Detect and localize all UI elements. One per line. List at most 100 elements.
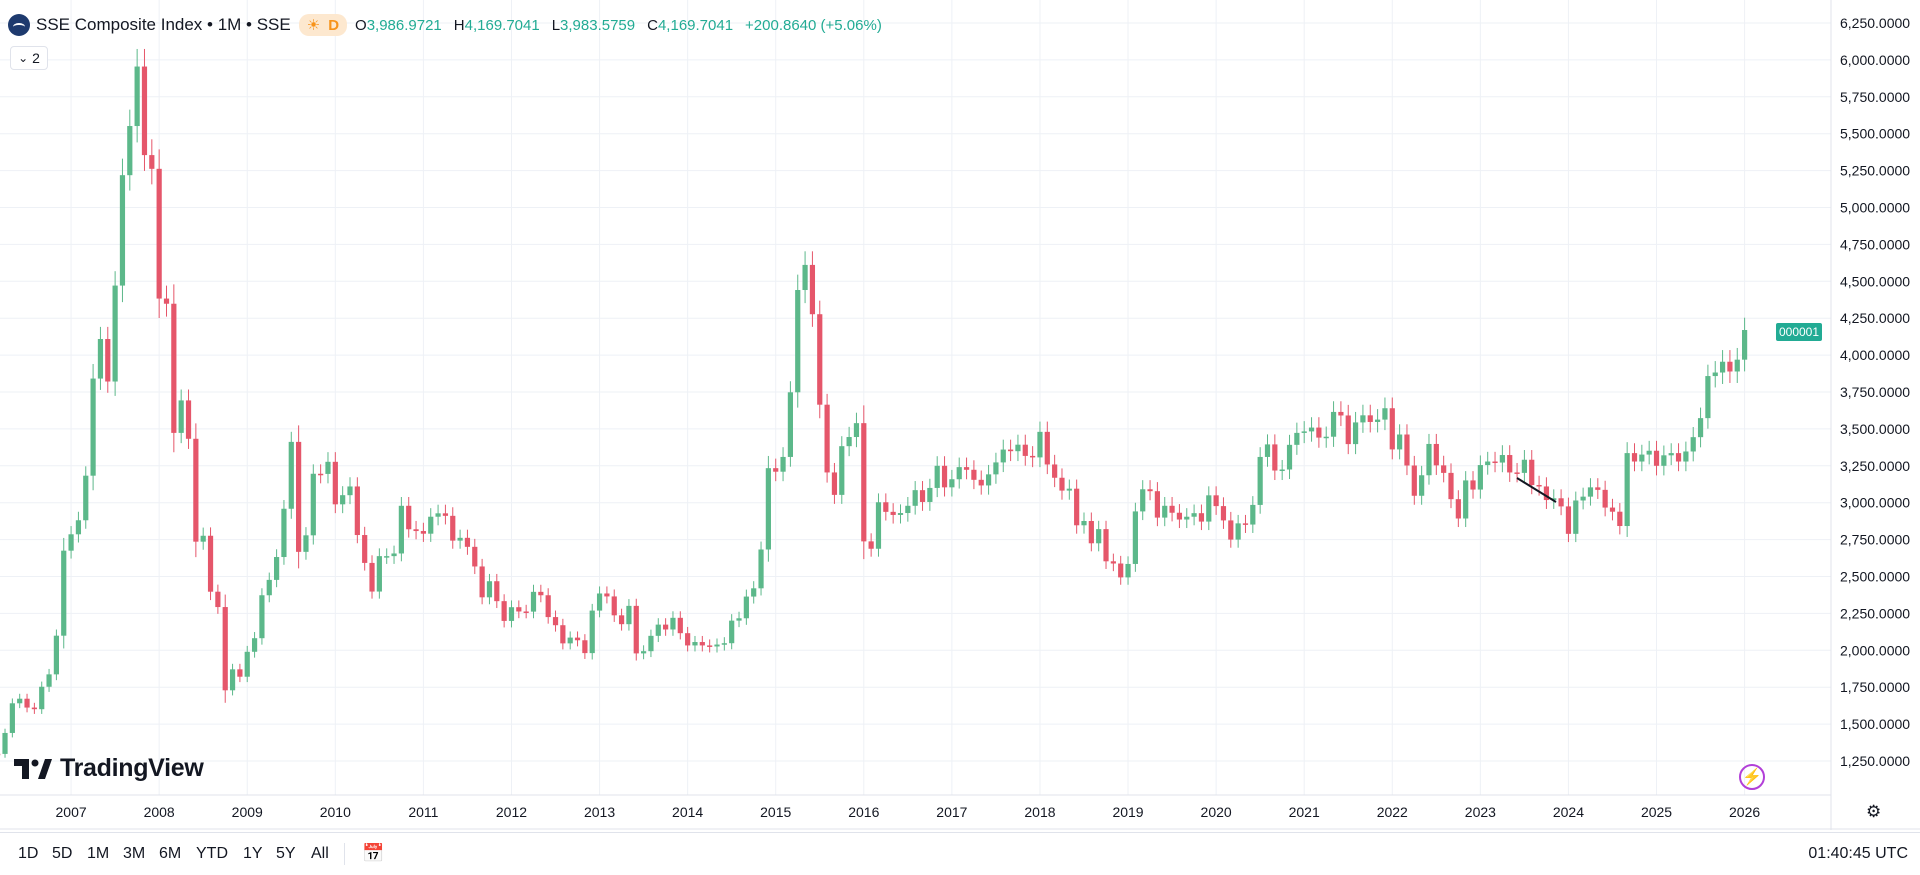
- candle: [1280, 460, 1285, 480]
- range-5y-button[interactable]: 5Y: [276, 845, 296, 863]
- settings-gear-icon[interactable]: ⚙: [1866, 802, 1881, 822]
- range-5d-button[interactable]: 5D: [52, 845, 72, 863]
- candle-body: [10, 703, 15, 733]
- chevron-down-icon: ⌄: [18, 51, 28, 65]
- range-3m-button[interactable]: 3M: [123, 845, 145, 863]
- x-tick-label: 2016: [848, 804, 879, 820]
- candle: [1331, 401, 1336, 447]
- candle: [1566, 498, 1571, 542]
- candle-body: [722, 643, 727, 645]
- candle-body: [1536, 485, 1541, 487]
- candle: [788, 381, 793, 466]
- candle-body: [369, 563, 374, 592]
- symbol-legend: SSE Composite Index • 1M • SSE ☀ D O3,98…: [8, 12, 882, 38]
- candle-body: [1419, 475, 1424, 496]
- trend-line-drawing[interactable]: [1517, 478, 1556, 502]
- candle-body: [802, 265, 807, 290]
- range-1d-button[interactable]: 1D: [18, 845, 38, 863]
- range-1m-button[interactable]: 1M: [87, 845, 109, 863]
- calendar-goto-icon[interactable]: 📅: [362, 843, 384, 864]
- candle: [1177, 504, 1182, 528]
- candle-body: [1529, 460, 1534, 485]
- candle-body: [1683, 451, 1688, 461]
- candle: [311, 464, 316, 544]
- candle-body: [957, 467, 962, 479]
- candle: [1404, 424, 1409, 475]
- ohlc-low: L3,983.5759: [552, 17, 643, 34]
- candle-body: [1382, 408, 1387, 419]
- candle-body: [391, 553, 396, 556]
- candle: [942, 456, 947, 496]
- candle-body: [1140, 489, 1145, 511]
- candle-body: [24, 699, 29, 708]
- candle: [1669, 443, 1674, 465]
- candle-body: [443, 513, 448, 516]
- range-all-button[interactable]: All: [311, 845, 329, 863]
- candle-body: [1118, 564, 1123, 578]
- candle: [135, 49, 140, 142]
- candle-body: [83, 476, 88, 521]
- candle-body: [1192, 513, 1197, 517]
- candle-body: [450, 516, 455, 541]
- market-status-badge[interactable]: ☀ D: [299, 14, 347, 36]
- y-tick-label: 4,500.0000: [1840, 273, 1910, 289]
- candle-body: [472, 547, 477, 567]
- candle: [766, 456, 771, 562]
- price-axis[interactable]: 6,250.00006,000.00005,750.00005,500.0000…: [1840, 15, 1910, 769]
- x-tick-label: 2012: [496, 804, 527, 820]
- range-1y-button[interactable]: 1Y: [243, 845, 263, 863]
- candle-body: [157, 169, 162, 299]
- candle: [1206, 486, 1211, 530]
- candle-body: [465, 538, 470, 547]
- candle-body: [1434, 444, 1439, 465]
- range-ytd-button[interactable]: YTD: [196, 845, 228, 863]
- candle-body: [1206, 495, 1211, 521]
- candle: [780, 447, 785, 481]
- candle: [1030, 446, 1035, 467]
- indicators-collapse-button[interactable]: ⌄ 2: [10, 46, 48, 70]
- candle: [303, 527, 308, 560]
- candle: [1617, 503, 1622, 534]
- candle: [1258, 447, 1263, 514]
- candle-body: [1669, 453, 1674, 455]
- candle: [2, 729, 7, 758]
- candle: [648, 630, 653, 657]
- candle-body: [509, 607, 514, 621]
- candle: [1192, 505, 1197, 526]
- candle: [964, 458, 969, 480]
- price-change: +200.8640 (+5.06%): [745, 17, 882, 34]
- price-chart[interactable]: 6,250.00006,000.00005,750.00005,500.0000…: [0, 0, 1920, 830]
- candle-body: [1485, 462, 1490, 466]
- candle-body: [524, 611, 529, 613]
- candle-body: [685, 633, 690, 645]
- x-tick-label: 2024: [1553, 804, 1584, 820]
- candle-body: [1125, 564, 1130, 577]
- candle: [810, 251, 815, 327]
- candle: [1492, 452, 1497, 472]
- candle: [1713, 361, 1718, 387]
- range-6m-button[interactable]: 6M: [159, 845, 181, 863]
- symbol-title[interactable]: SSE Composite Index • 1M • SSE: [36, 15, 291, 35]
- candle: [869, 533, 874, 556]
- candle-body: [1045, 432, 1050, 465]
- candle: [333, 452, 338, 513]
- candle-body: [76, 520, 81, 534]
- ohlc-high: H4,169.7041: [454, 17, 548, 34]
- candle: [1236, 515, 1241, 548]
- ohlc-close: C4,169.7041: [647, 17, 741, 34]
- candle: [201, 528, 206, 550]
- y-tick-label: 4,000.0000: [1840, 347, 1910, 363]
- y-tick-label: 6,000.0000: [1840, 52, 1910, 68]
- candle: [1742, 318, 1747, 372]
- candle-body: [1647, 451, 1652, 455]
- candle-body: [171, 304, 176, 433]
- candle: [538, 585, 543, 602]
- tradingview-logo[interactable]: TradingView: [14, 754, 204, 783]
- utc-clock[interactable]: 01:40:45 UTC: [1808, 845, 1908, 863]
- candle-body: [648, 636, 653, 651]
- x-tick-label: 2015: [760, 804, 791, 820]
- candle-body: [626, 606, 631, 624]
- lightning-icon[interactable]: ⚡: [1739, 764, 1765, 790]
- candle: [825, 394, 830, 483]
